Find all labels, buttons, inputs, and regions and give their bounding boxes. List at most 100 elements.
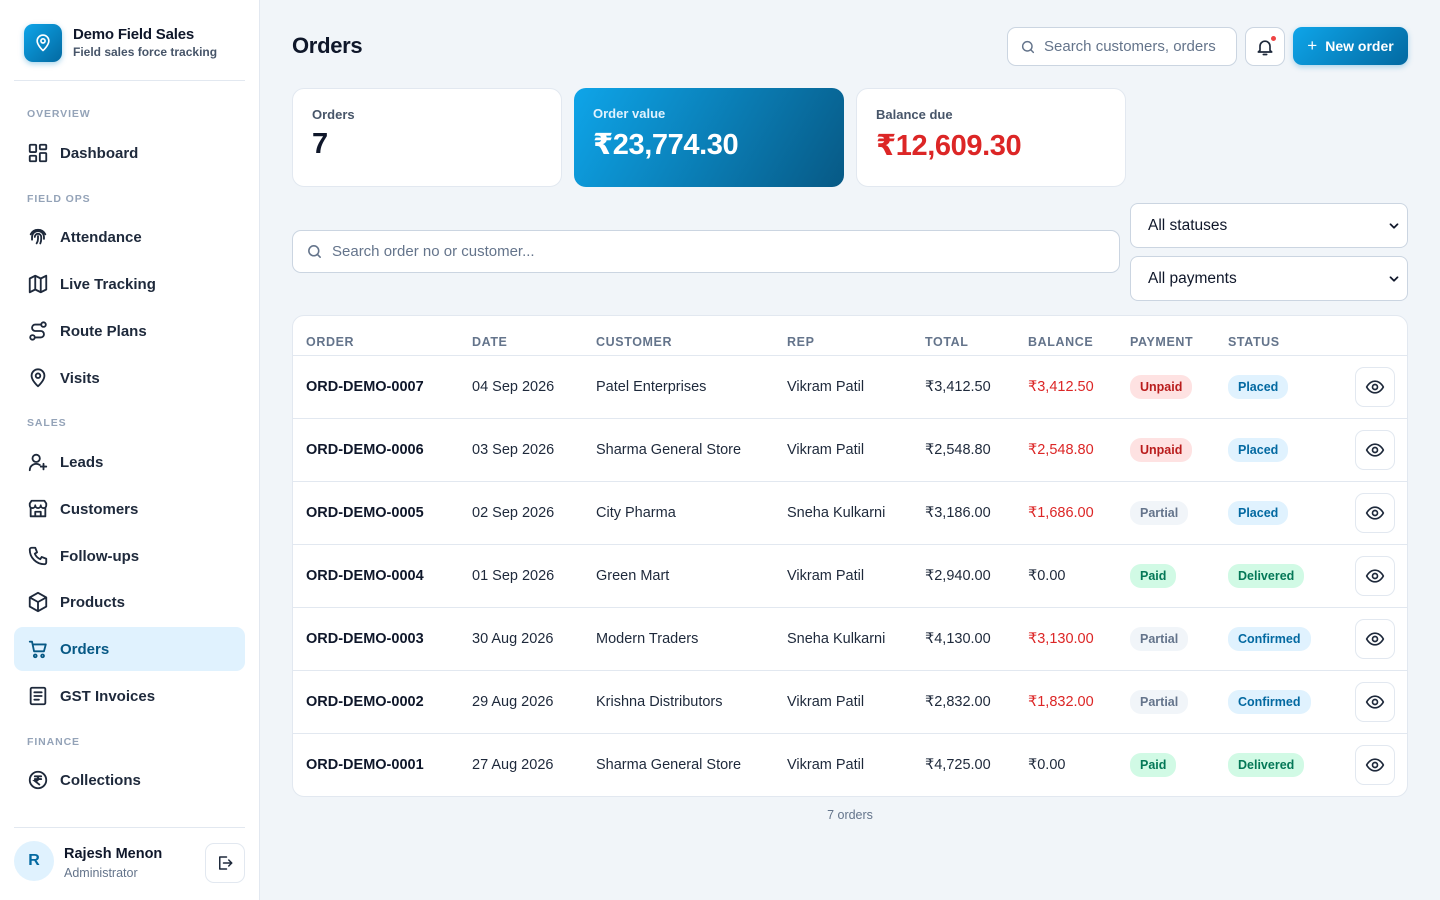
sidebar-item-label: Visits: [60, 369, 100, 387]
column-header-rep[interactable]: REP: [787, 335, 815, 349]
order-search[interactable]: [292, 230, 1120, 273]
rep-name: Vikram Patil: [787, 757, 865, 773]
order-number[interactable]: ORD-DEMO-0001: [306, 757, 424, 773]
new-order-button[interactable]: + New order: [1293, 27, 1408, 65]
sidebar-item-products[interactable]: Products: [14, 580, 245, 624]
payment-badge: Paid: [1130, 564, 1177, 588]
order-number[interactable]: ORD-DEMO-0003: [306, 631, 424, 647]
order-balance: ₹0.00: [1028, 568, 1066, 584]
logout-button[interactable]: [205, 843, 245, 883]
stat-balance-value: ₹12,609.30: [876, 130, 1022, 162]
sidebar-item-label: Customers: [60, 500, 139, 518]
payment-cell: Partial: [1130, 671, 1189, 733]
payment-cell: Unpaid: [1130, 419, 1193, 481]
customer-name: Green Mart: [596, 568, 670, 584]
order-total: ₹2,548.80: [925, 442, 991, 458]
eye-icon: [1365, 380, 1385, 394]
customer-name: Sharma General Store: [596, 757, 742, 773]
status-filter-select[interactable]: All statuses: [1130, 203, 1408, 248]
sidebar-item-collections[interactable]: Collections: [14, 758, 245, 802]
column-header-date[interactable]: DATE: [472, 335, 508, 349]
payment-cell: Paid: [1130, 545, 1177, 607]
table-row[interactable]: ORD-DEMO-0007 04 Sep 2026 Patel Enterprise…: [293, 356, 1407, 419]
global-search[interactable]: [1007, 27, 1237, 66]
brand-logo-icon: [24, 24, 62, 62]
payment-cell: Partial: [1130, 608, 1189, 670]
sidebar-item-followups[interactable]: Follow-ups: [14, 534, 245, 578]
order-balance: ₹3,412.50: [1028, 379, 1094, 395]
table-row[interactable]: ORD-DEMO-0002 29 Aug 2026 Krishna Distribu…: [293, 671, 1407, 734]
location-pin-icon: [30, 368, 46, 388]
view-order-button[interactable]: [1355, 556, 1395, 596]
sidebar-item-route-plans[interactable]: Route Plans: [14, 309, 245, 353]
column-header-payment[interactable]: PAYMENT: [1130, 335, 1194, 349]
order-search-input[interactable]: [332, 243, 1092, 260]
column-header-customer[interactable]: CUSTOMER: [596, 335, 673, 349]
order-number[interactable]: ORD-DEMO-0007: [306, 379, 424, 395]
orders-table: ORDER DATE CUSTOMER REP TOTAL BALANCE PA…: [292, 315, 1408, 797]
sidebar-item-live-tracking[interactable]: Live Tracking: [14, 262, 245, 306]
avatar[interactable]: R: [14, 841, 54, 881]
view-order-button[interactable]: [1355, 430, 1395, 470]
view-order-button[interactable]: [1355, 619, 1395, 659]
order-total: ₹4,130.00: [925, 631, 991, 647]
payment-badge: Partial: [1130, 627, 1189, 651]
column-header-total[interactable]: TOTAL: [925, 335, 969, 349]
chevron-down-icon: [1389, 223, 1399, 229]
sidebar-item-dashboard[interactable]: Dashboard: [14, 131, 245, 175]
sidebar-item-gst-invoices[interactable]: GST Invoices: [14, 674, 245, 718]
view-order-button[interactable]: [1355, 682, 1395, 722]
order-total: ₹4,725.00: [925, 757, 991, 773]
eye-icon: [1365, 506, 1385, 520]
stat-order-value-card: Order value ₹23,774.30: [574, 88, 844, 187]
nav-section-sales: SALES: [27, 417, 67, 429]
notifications-button[interactable]: [1245, 27, 1285, 66]
sidebar-item-customers[interactable]: Customers: [14, 487, 245, 531]
table-row[interactable]: ORD-DEMO-0001 27 Aug 2026 Sharma General S…: [293, 734, 1407, 796]
customer-name: Modern Traders: [596, 631, 699, 647]
status-badge: Placed: [1228, 501, 1289, 525]
nav-section-overview: OVERVIEW: [27, 108, 91, 120]
view-order-button[interactable]: [1355, 493, 1395, 533]
sidebar-item-label: Route Plans: [60, 322, 147, 340]
payment-cell: Paid: [1130, 734, 1177, 796]
column-header-order[interactable]: ORDER: [306, 335, 355, 349]
view-order-button[interactable]: [1355, 367, 1395, 407]
table-row[interactable]: ORD-DEMO-0005 02 Sep 2026 City Pharma Sneha…: [293, 482, 1407, 545]
table-row[interactable]: ORD-DEMO-0004 01 Sep 2026 Green Mart Vikram…: [293, 545, 1407, 608]
order-number[interactable]: ORD-DEMO-0002: [306, 694, 424, 710]
customer-name: Krishna Distributors: [596, 694, 723, 710]
sidebar-item-label: Live Tracking: [60, 275, 156, 293]
table-row[interactable]: ORD-DEMO-0003 30 Aug 2026 Modern Traders Sn…: [293, 608, 1407, 671]
order-balance: ₹1,832.00: [1028, 694, 1094, 710]
table-row[interactable]: ORD-DEMO-0006 03 Sep 2026 Sharma General S…: [293, 419, 1407, 482]
order-number[interactable]: ORD-DEMO-0006: [306, 442, 424, 458]
sidebar-item-attendance[interactable]: Attendance: [14, 215, 245, 259]
order-number[interactable]: ORD-DEMO-0004: [306, 568, 424, 584]
sidebar-item-orders[interactable]: Orders: [14, 627, 245, 671]
brand[interactable]: Demo Field Sales Field sales force track…: [14, 14, 245, 81]
dashboard-icon: [28, 143, 48, 163]
order-number[interactable]: ORD-DEMO-0005: [306, 505, 424, 521]
sidebar-item-label: Products: [60, 593, 126, 611]
global-search-input[interactable]: [1044, 38, 1234, 55]
status-cell: Confirmed: [1228, 608, 1311, 670]
column-header-balance[interactable]: BALANCE: [1028, 335, 1094, 349]
column-header-status[interactable]: STATUS: [1228, 335, 1280, 349]
view-order-button[interactable]: [1355, 745, 1395, 785]
sidebar-item-label: GST Invoices: [60, 687, 156, 705]
order-date: 04 Sep 2026: [472, 379, 555, 395]
phone-icon: [28, 546, 48, 566]
sidebar-item-leads[interactable]: Leads: [14, 440, 245, 484]
order-date: 01 Sep 2026: [472, 568, 555, 584]
sidebar-item-visits[interactable]: Visits: [14, 356, 245, 400]
rep-name: Vikram Patil: [787, 694, 865, 710]
status-cell: Placed: [1228, 356, 1289, 418]
order-total: ₹2,940.00: [925, 568, 991, 584]
user-role: Administrator: [64, 866, 138, 880]
map-icon: [28, 274, 48, 294]
payment-filter-select[interactable]: All payments: [1130, 256, 1408, 301]
stat-orders-value: 7: [312, 128, 328, 160]
status-badge: Delivered: [1228, 564, 1305, 588]
sidebar-item-label: Follow-ups: [60, 547, 140, 565]
